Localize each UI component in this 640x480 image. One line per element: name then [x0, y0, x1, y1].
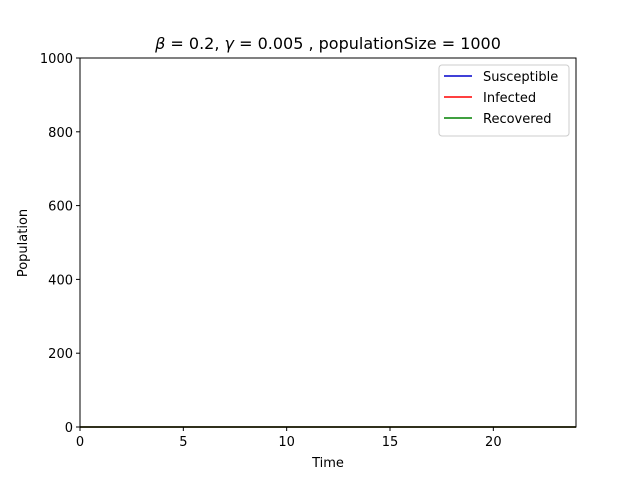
- legend: Susceptible Infected Recovered: [438, 64, 570, 137]
- y-axis-label: Population: [16, 209, 31, 277]
- x-tick-label: 10: [278, 435, 295, 450]
- title-gamma-value: = 0.005 , populationSize = 1000: [234, 34, 501, 53]
- y-tick-label: 800: [48, 126, 73, 141]
- axes-frame: [79, 57, 577, 428]
- chart-title: β = 0.2, γ = 0.005 , populationSize = 10…: [154, 34, 501, 53]
- x-axis-label: Time: [311, 456, 344, 471]
- x-tick-label: 0: [76, 435, 84, 450]
- y-tick-label: 0: [65, 421, 73, 436]
- y-tick-label: 600: [48, 200, 73, 215]
- legend-label-infected: Infected: [483, 91, 536, 106]
- x-tick-label: 20: [485, 435, 502, 450]
- x-tick-label: 15: [382, 435, 399, 450]
- y-tick-label: 200: [48, 347, 73, 362]
- y-tick-label: 400: [48, 273, 73, 288]
- legend-label-recovered: Recovered: [483, 112, 552, 127]
- title-beta-symbol: β: [154, 34, 165, 53]
- y-tick-label: 1000: [40, 52, 73, 67]
- legend-label-susceptible: Susceptible: [483, 70, 558, 85]
- title-gamma-symbol: γ: [225, 34, 236, 53]
- title-beta-value: = 0.2,: [165, 34, 224, 53]
- x-tick-label: 5: [179, 435, 187, 450]
